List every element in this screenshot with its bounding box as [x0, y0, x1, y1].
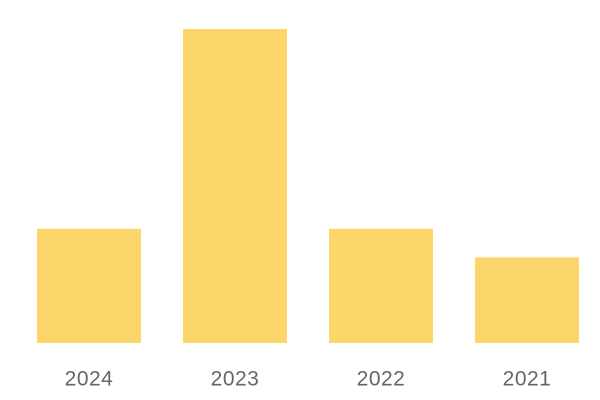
bar: [37, 228, 141, 343]
bar: [183, 29, 287, 343]
x-tick-label: 2022: [357, 368, 406, 391]
bar: [329, 228, 433, 343]
x-tick-label: 2024: [65, 368, 114, 391]
x-tick-label: 2021: [503, 368, 552, 391]
bar: [475, 257, 579, 343]
x-tick-label: 2023: [211, 368, 260, 391]
